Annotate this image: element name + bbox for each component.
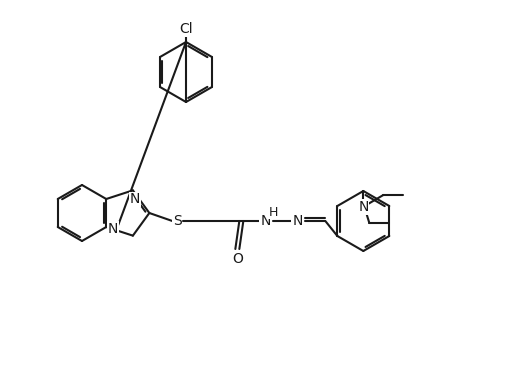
Text: N: N — [358, 200, 369, 214]
Text: N: N — [108, 222, 118, 236]
Text: N: N — [260, 214, 270, 228]
Text: H: H — [269, 206, 278, 218]
Text: N: N — [130, 193, 140, 206]
Text: Cl: Cl — [179, 22, 193, 36]
Text: O: O — [232, 252, 243, 266]
Text: S: S — [173, 214, 182, 228]
Text: N: N — [292, 214, 303, 228]
